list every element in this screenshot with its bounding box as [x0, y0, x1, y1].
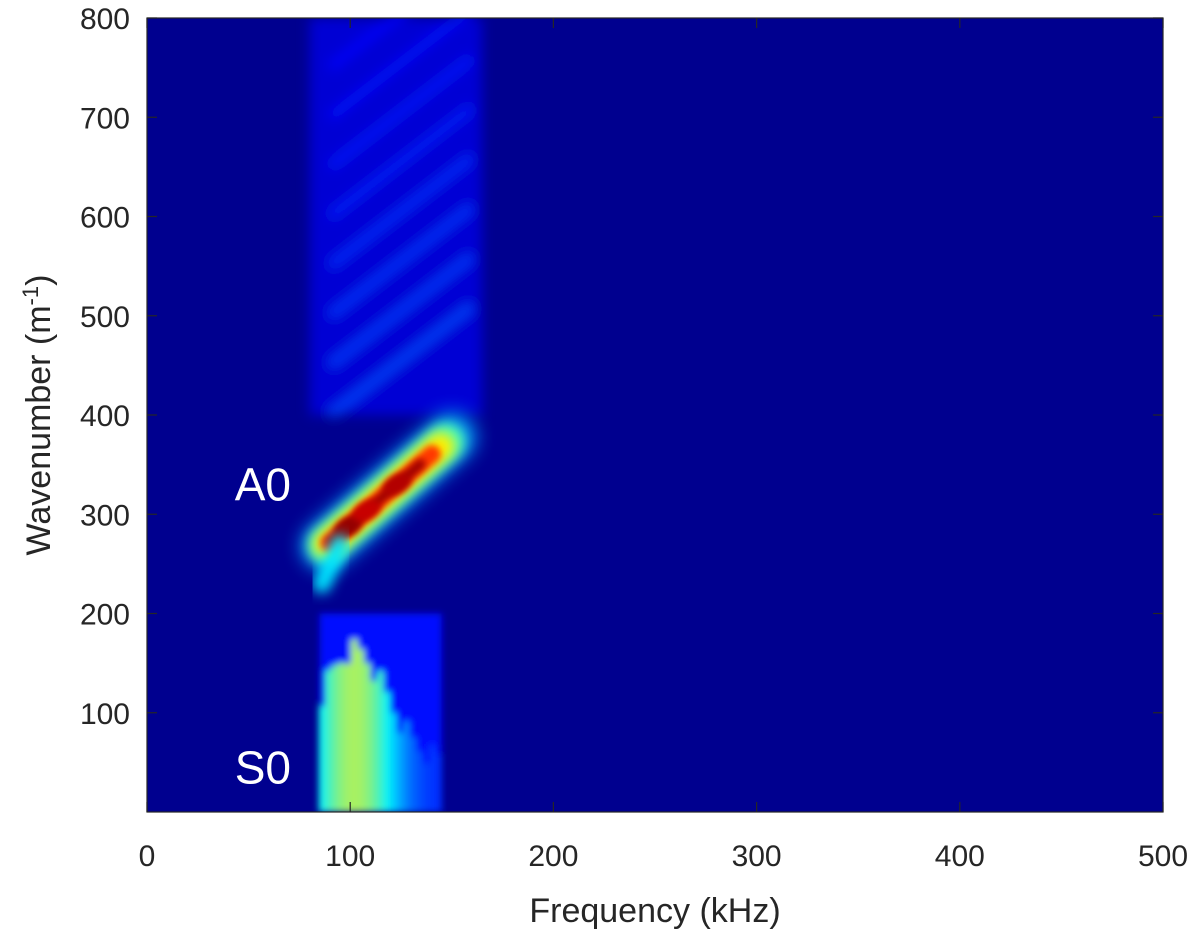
s0-streak	[390, 712, 397, 812]
y-axis-title: Wavenumber (m-1)	[18, 275, 58, 556]
a0-mode	[300, 411, 477, 594]
y-axis-title-main: Wavenumber (m	[20, 305, 58, 555]
s0-streak	[403, 721, 410, 812]
s0-streak	[377, 671, 384, 812]
y-tick-label: 100	[80, 698, 130, 731]
s0-streak	[364, 663, 371, 812]
a0-hotspot	[334, 516, 363, 538]
s0-streak	[435, 754, 442, 812]
s0-streak	[416, 751, 423, 812]
x-tick-label: 200	[528, 840, 578, 873]
s0-streak	[351, 639, 358, 812]
y-tick-label: 200	[80, 599, 130, 632]
harmonic-stripe	[326, 103, 476, 221]
harmonic-stripe	[326, 252, 476, 370]
s0-streak	[422, 763, 429, 812]
harmonic-stripe	[326, 18, 403, 72]
s0-streak	[325, 670, 332, 812]
x-axis-title: Frequency (kHz)	[529, 892, 780, 930]
s0-streak	[357, 649, 364, 812]
s0-streak	[409, 737, 416, 812]
x-tick-label: 100	[325, 840, 375, 873]
y-tick-label: 400	[80, 400, 130, 433]
a0-tail	[312, 534, 350, 594]
s0-streak	[429, 744, 436, 812]
y-tick-label: 800	[80, 3, 130, 36]
x-axis: 0 100 200 300 400 500	[139, 18, 1188, 873]
a0-hotspot	[383, 473, 411, 495]
harmonic-stripe	[326, 202, 476, 320]
s0-streak	[383, 692, 390, 812]
s0-streak	[396, 732, 403, 812]
s0-streak	[318, 705, 325, 812]
s0-streaks	[318, 613, 442, 812]
harmonic-stripe	[326, 18, 468, 122]
x-tick-label: 400	[935, 840, 985, 873]
s0-streak	[344, 663, 351, 812]
annotation-a0: A0	[235, 458, 291, 510]
y-axis-title-close: )	[20, 275, 58, 286]
s0-streak	[331, 665, 338, 812]
harmonic-stripe	[326, 53, 476, 171]
x-tick-label: 0	[139, 840, 156, 873]
y-tick-label: 500	[80, 301, 130, 334]
heatmap-layer	[300, 18, 483, 812]
harmonic-stripe	[326, 152, 476, 271]
plot-area	[147, 18, 1163, 812]
s0-streak	[338, 662, 345, 812]
a0-hotspot	[352, 500, 381, 522]
x-tick-label: 300	[732, 840, 782, 873]
harmonic-stripe	[326, 301, 476, 419]
y-axis: 100 200 300 400 500 600 700 800	[80, 3, 1163, 731]
y-tick-label: 600	[80, 202, 130, 235]
x-tick-label: 500	[1138, 840, 1188, 873]
y-tick-label: 700	[80, 102, 130, 135]
y-axis-title-superscript: -1	[18, 286, 43, 306]
s0-streak	[370, 680, 377, 812]
upper-stripes	[309, 18, 483, 419]
annotation-s0: S0	[235, 741, 291, 793]
y-tick-label: 300	[80, 499, 130, 532]
